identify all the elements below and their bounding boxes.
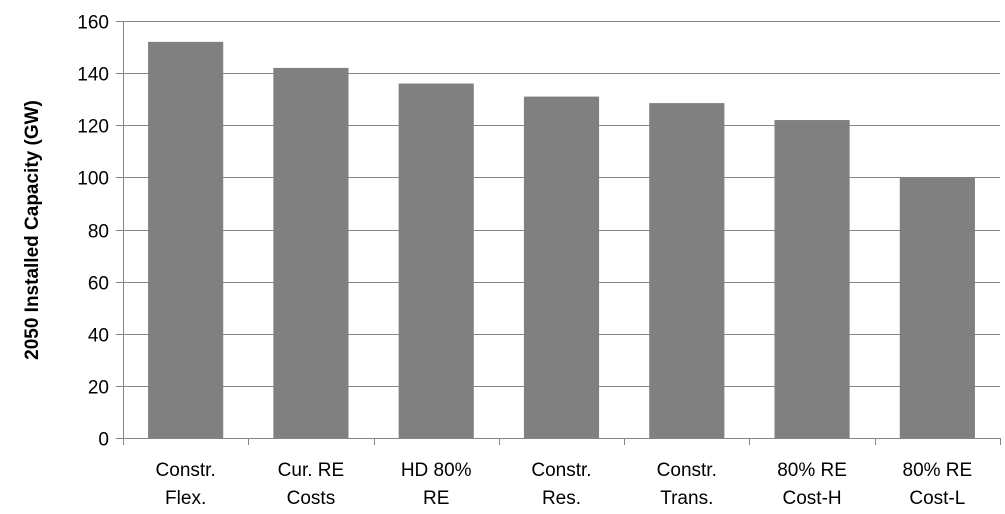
y-tick-label: 120 — [77, 117, 109, 138]
x-tick-label-line: Constr. — [657, 460, 717, 481]
y-tick-label: 80 — [88, 222, 109, 243]
x-tick-label-line: RE — [423, 488, 449, 509]
x-tick-label-line: Cost-H — [783, 488, 842, 509]
y-tick-label: 60 — [88, 274, 109, 295]
y-tick-label: 100 — [77, 169, 109, 190]
y-axis-title: 2050 Installed Capacity (GW) — [22, 100, 43, 360]
x-tick-label-line: Cur. RE — [278, 460, 345, 481]
x-tick-label: 80% RE Cost-H — [777, 460, 847, 509]
x-tick-label-line: HD 80% — [401, 460, 472, 481]
bars — [148, 41, 975, 439]
x-tick-label-line: Flex. — [165, 488, 206, 509]
x-tick-label-line: Constr. — [531, 460, 591, 481]
x-tick-label-line: Costs — [287, 488, 336, 509]
bar — [398, 83, 474, 439]
y-tick-label: 0 — [98, 430, 109, 451]
y-tick-label: 160 — [77, 13, 109, 34]
y-tick-label: 20 — [88, 378, 109, 399]
bar — [148, 41, 224, 438]
bar — [273, 67, 349, 438]
axes — [116, 21, 1001, 445]
y-tick-labels: 0 20 40 60 80 100 120 140 160 — [77, 13, 109, 451]
x-tick-label-line: Trans. — [660, 488, 713, 509]
x-tick-label: HD 80% RE — [401, 460, 472, 509]
x-tick-label-line: 80% RE — [777, 460, 847, 481]
x-tick-label-line: Cost-L — [909, 488, 965, 509]
x-tick-label: Constr. Flex. — [156, 460, 216, 509]
bar — [649, 103, 725, 439]
x-tick-label-line: Constr. — [156, 460, 216, 481]
x-tick-label-line: 80% RE — [903, 460, 973, 481]
x-tick-labels: Constr. Flex. Cur. RE Costs HD 80% RE Constr. R… — [156, 460, 973, 509]
y-tick-label: 40 — [88, 326, 109, 347]
bar — [523, 96, 600, 439]
x-tick-label: 80% RE Cost-L — [903, 460, 973, 509]
bar — [899, 177, 975, 438]
x-tick-label: Constr. Res. — [531, 460, 591, 509]
y-tick-label: 140 — [77, 65, 109, 86]
x-tick-label: Constr. Trans. — [657, 460, 717, 509]
x-tick-label: Cur. RE Costs — [278, 460, 345, 509]
x-tick-label-line: Res. — [542, 488, 581, 509]
bar — [774, 120, 850, 438]
